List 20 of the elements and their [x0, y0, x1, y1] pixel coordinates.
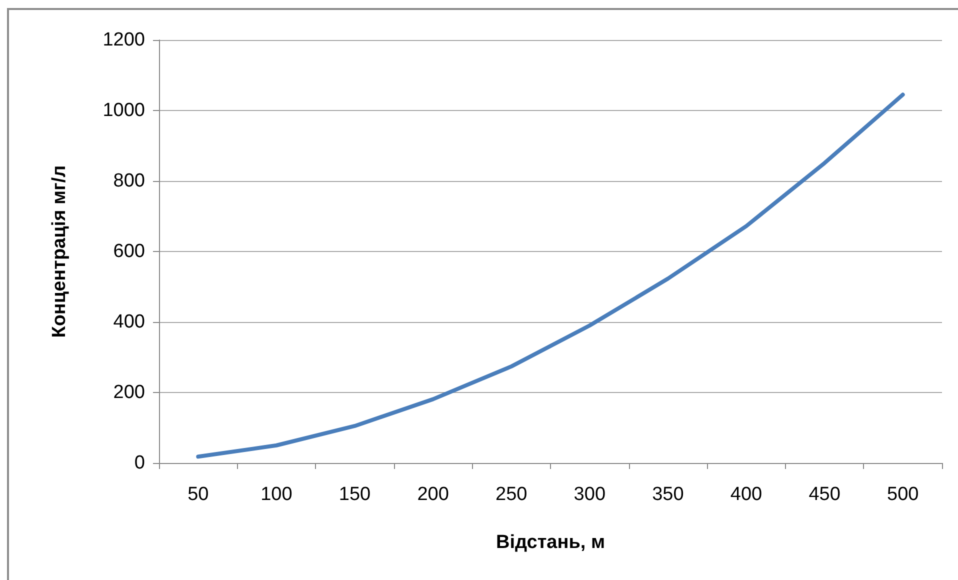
x-tick-label: 450	[808, 484, 840, 505]
x-tick-label: 150	[338, 484, 371, 505]
x-tick-label: 300	[574, 484, 606, 505]
y-tick-label: 0	[134, 452, 145, 474]
y-tick-label: 800	[113, 170, 145, 192]
x-tick-label: 350	[652, 484, 684, 505]
x-tick-label: 200	[417, 484, 449, 505]
y-tick-label: 1200	[102, 30, 145, 50]
x-tick-label: 500	[887, 484, 919, 505]
x-axis-title: Відстань, м	[496, 532, 606, 553]
y-tick-label: 400	[113, 312, 145, 332]
y-tick-label: 600	[113, 241, 145, 262]
x-tick-label: 50	[188, 484, 209, 505]
x-tick-label: 100	[260, 484, 292, 505]
y-axis-title: Концентрація мг/л	[49, 165, 70, 338]
x-tick-label: 400	[730, 484, 762, 505]
line-series	[196, 92, 905, 459]
x-tick-label: 250	[496, 484, 528, 505]
y-tick-label: 200	[113, 382, 145, 403]
y-tick-label: 1000	[102, 100, 145, 121]
